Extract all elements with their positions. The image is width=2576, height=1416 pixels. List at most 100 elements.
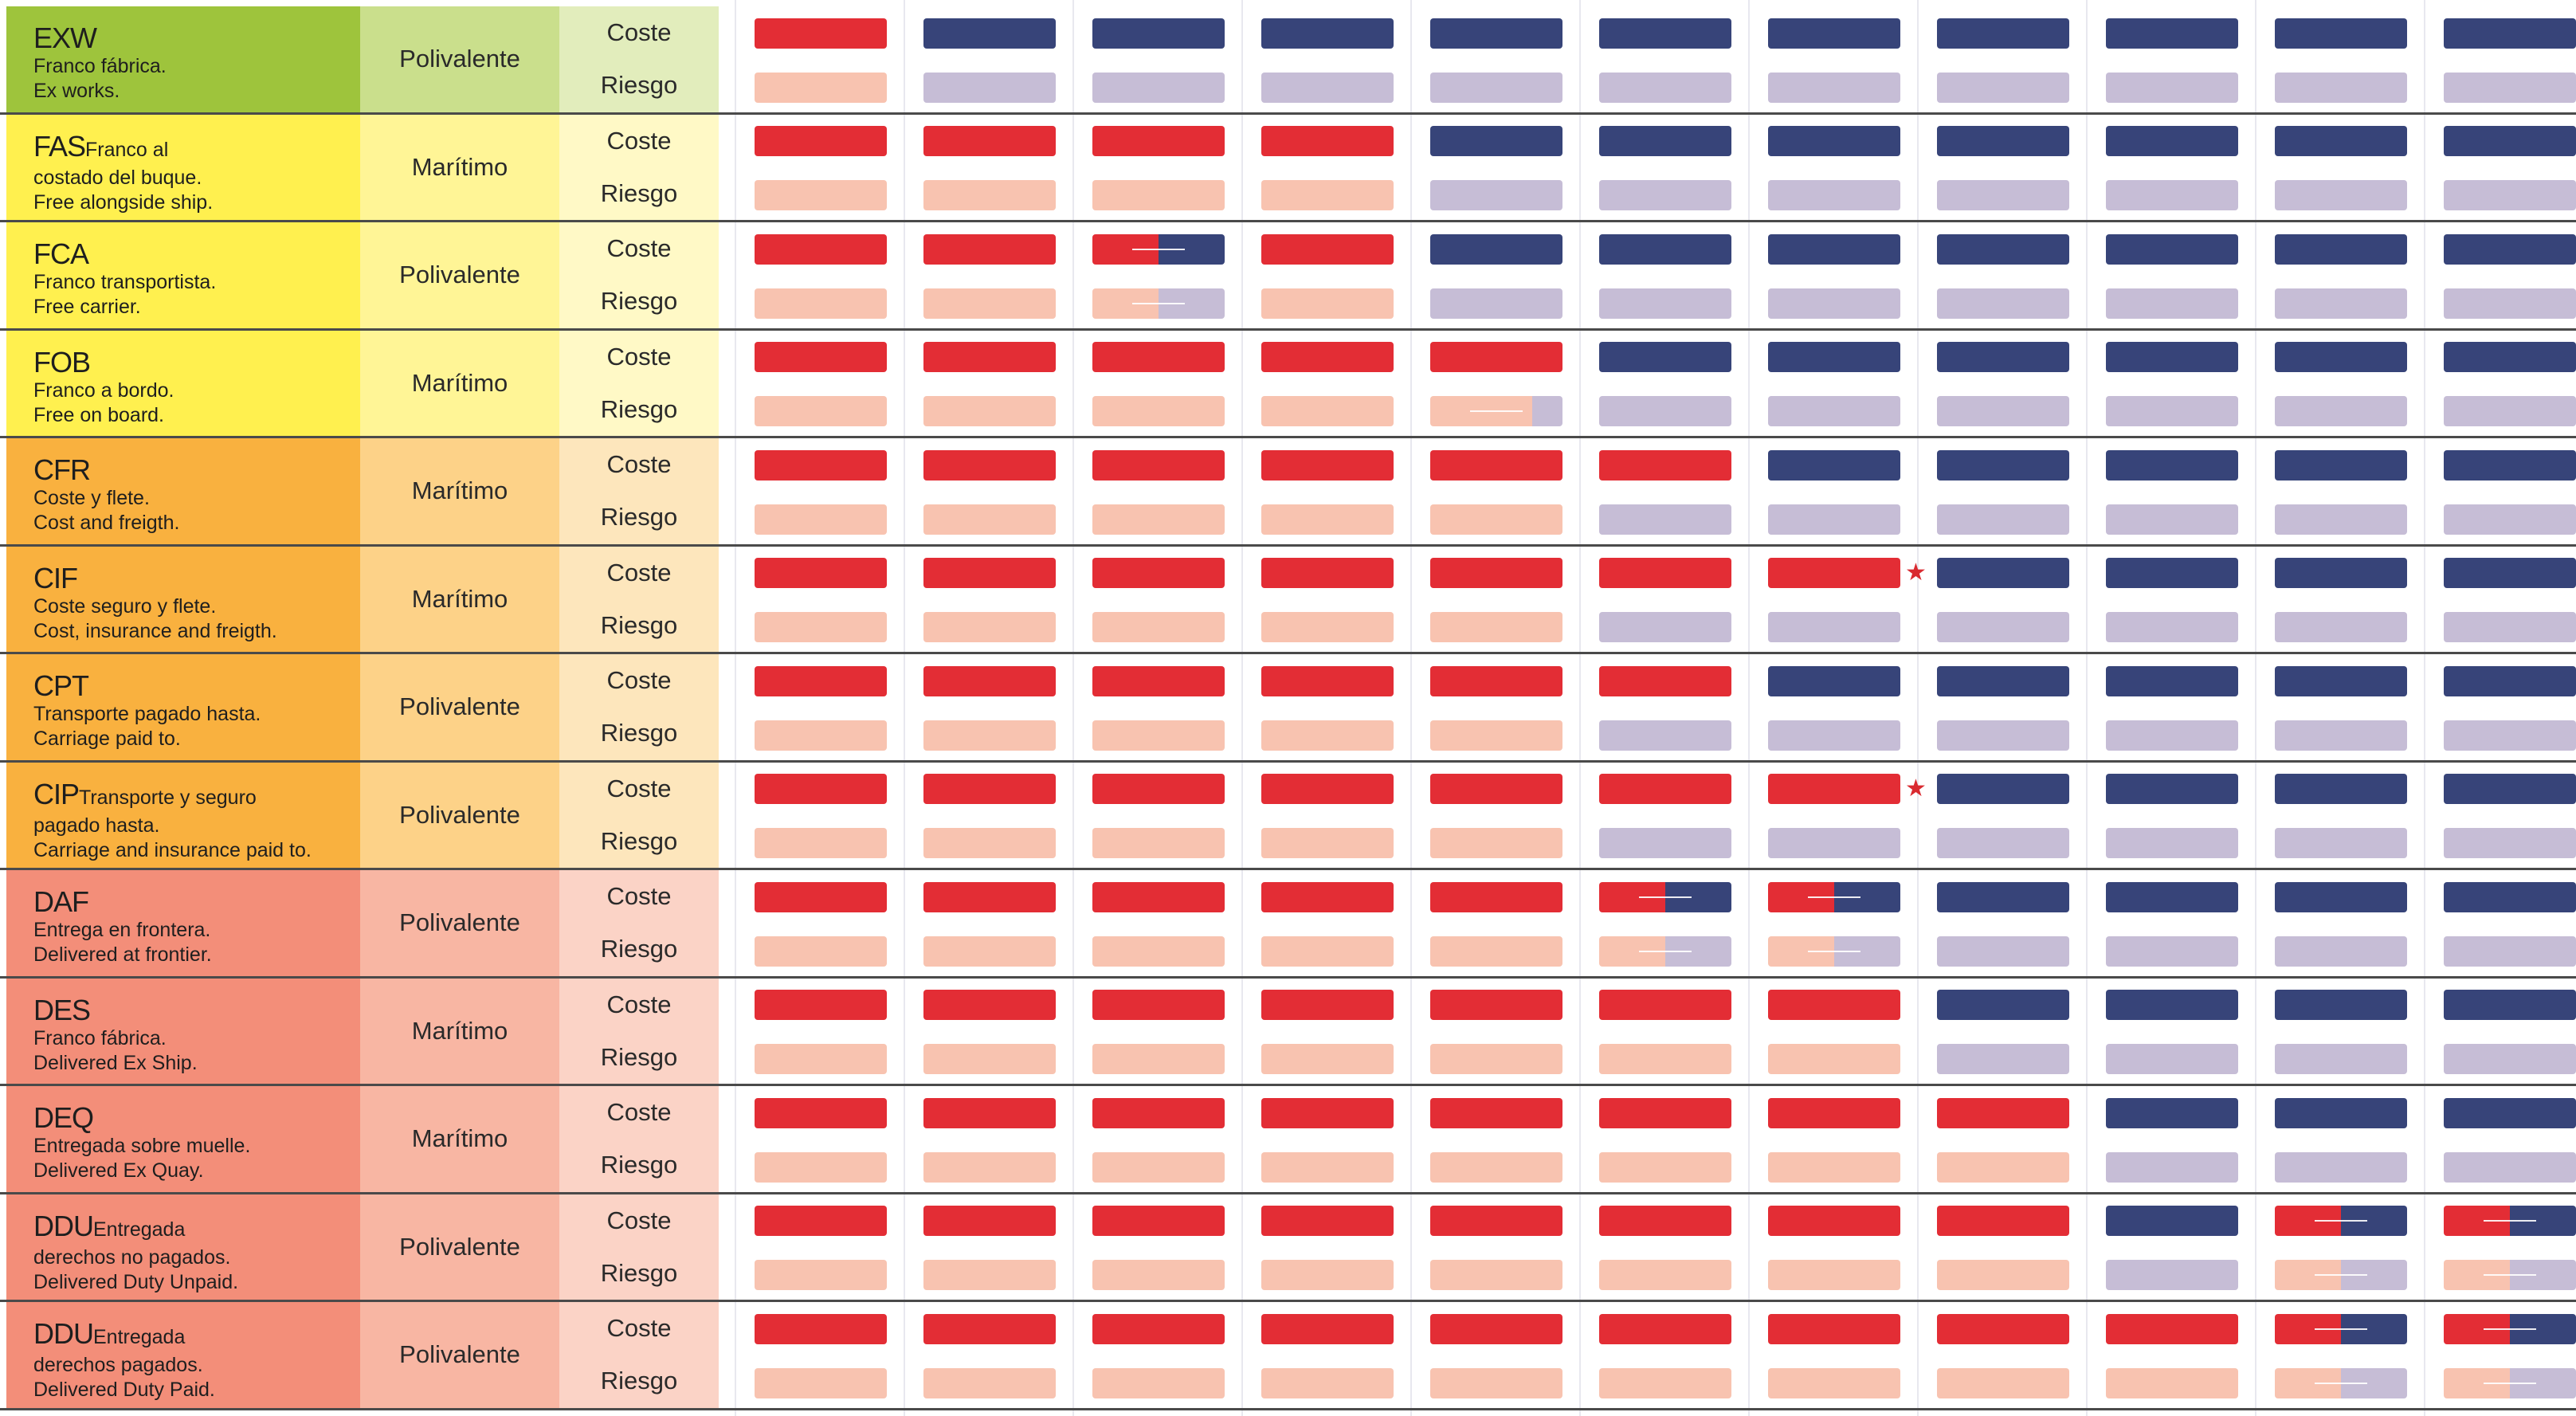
seller-segment xyxy=(755,828,887,859)
buyer-segment xyxy=(2275,288,2407,319)
cost-bar xyxy=(1092,881,1225,912)
term-code-text: DEQ xyxy=(33,1101,94,1134)
seller-segment xyxy=(1430,558,1562,589)
cost-bar xyxy=(2444,449,2576,480)
risk-bar xyxy=(1092,828,1225,859)
cost-bar xyxy=(1937,558,2069,589)
seller-segment xyxy=(755,990,887,1021)
seller-segment xyxy=(1092,612,1225,643)
cost-bar xyxy=(923,18,1056,49)
column-divider xyxy=(1241,0,1243,1416)
seller-segment xyxy=(1261,1151,1394,1183)
risk-bar xyxy=(2444,1044,2576,1075)
seller-segment xyxy=(1599,774,1731,805)
cost-bar xyxy=(755,342,887,373)
seller-segment xyxy=(923,288,1056,319)
cost-label: Coste xyxy=(559,6,719,61)
risk-bar xyxy=(2444,72,2576,103)
seller-segment xyxy=(755,449,887,480)
risk-bar xyxy=(1261,828,1394,859)
cost-bar xyxy=(755,1097,887,1128)
cost-bar xyxy=(1092,449,1225,480)
buyer-segment xyxy=(1937,936,2069,967)
buyer-segment xyxy=(2275,449,2407,480)
split-marker xyxy=(1807,896,1861,898)
cost-label: Coste xyxy=(559,438,719,493)
cost-bar xyxy=(1261,1206,1394,1237)
cost-bar xyxy=(1599,990,1731,1021)
risk-bar xyxy=(2275,1151,2407,1183)
seller-segment xyxy=(755,720,887,751)
seller-segment xyxy=(1092,1260,1225,1291)
risk-bar xyxy=(2275,72,2407,103)
term-row: DES Franco fábrica. Delivered Ex Ship. Marí… xyxy=(0,978,2576,1086)
term-cell: DEQ Entregada sobre muelle. Delivered Ex Q… xyxy=(6,1086,360,1192)
term-description-line: Delivered Duty Paid. xyxy=(33,1379,215,1401)
seller-segment xyxy=(1430,828,1562,859)
risk-bar xyxy=(1092,612,1225,643)
seller-segment xyxy=(1937,1151,2069,1183)
cost-bar xyxy=(1430,1206,1562,1237)
term-code: CIF xyxy=(33,562,360,594)
seller-segment xyxy=(1430,720,1562,751)
transport-mode: Marítimo xyxy=(360,978,559,1084)
cost-bar xyxy=(1599,342,1731,373)
buyer-segment xyxy=(2106,1260,2238,1291)
seller-segment xyxy=(755,180,887,211)
buyer-segment xyxy=(1937,233,2069,265)
risk-bar xyxy=(1261,1044,1394,1075)
cost-bar xyxy=(923,1206,1056,1237)
buyer-segment xyxy=(1599,126,1731,157)
risk-bar xyxy=(1092,1044,1225,1075)
cost-bar xyxy=(2444,774,2576,805)
buyer-segment xyxy=(1430,126,1562,157)
buyer-segment xyxy=(2106,1206,2238,1237)
buyer-segment xyxy=(1937,180,2069,211)
cost-label: Coste xyxy=(559,114,719,169)
seller-segment xyxy=(923,1260,1056,1291)
cost-bar xyxy=(1937,881,2069,912)
risk-bar xyxy=(1092,1367,1225,1398)
term-description-line: Franco fábrica. xyxy=(33,55,167,77)
risk-bar xyxy=(1430,936,1562,967)
seller-segment xyxy=(1430,665,1562,696)
risk-bar xyxy=(2275,504,2407,535)
buyer-segment xyxy=(1768,828,1900,859)
seller-segment xyxy=(755,1097,887,1128)
cost-bar xyxy=(1599,126,1731,157)
risk-bar xyxy=(1430,288,1562,319)
seller-segment xyxy=(1599,449,1731,480)
cost-label: Coste xyxy=(559,222,719,277)
seller-segment xyxy=(1599,665,1731,696)
risk-bar xyxy=(1092,1151,1225,1183)
seller-segment xyxy=(1092,180,1225,211)
term-code: DES xyxy=(33,994,360,1026)
cost-bar xyxy=(1261,126,1394,157)
buyer-segment xyxy=(2106,72,2238,103)
column-divider xyxy=(1072,0,1074,1416)
cost-bar xyxy=(1261,774,1394,805)
cost-bar xyxy=(2444,342,2576,373)
cost-bar xyxy=(923,1313,1056,1344)
cost-bar xyxy=(1937,774,2069,805)
term-description-line: Entregada sobre muelle. xyxy=(33,1135,251,1157)
buyer-segment xyxy=(2444,936,2576,967)
risk-bar xyxy=(1599,612,1731,643)
risk-bar xyxy=(1599,396,1731,427)
term-description-line: Delivered Ex Ship. xyxy=(33,1051,198,1074)
cost-bar xyxy=(1937,1097,2069,1128)
risk-bar xyxy=(755,72,887,103)
term-cell: DAF Entrega en frontera. Delivered at fron… xyxy=(6,870,360,976)
cost-bar xyxy=(923,342,1056,373)
seller-segment xyxy=(755,1151,887,1183)
seller-segment xyxy=(923,1044,1056,1075)
risk-bar xyxy=(923,1044,1056,1075)
seller-segment xyxy=(1261,1313,1394,1344)
seller-segment xyxy=(1092,396,1225,427)
seller-segment xyxy=(1261,558,1394,589)
cost-bar xyxy=(2106,990,2238,1021)
cost-label: Coste xyxy=(559,654,719,709)
buyer-segment xyxy=(1768,342,1900,373)
risk-bar xyxy=(2106,720,2238,751)
term-row: DDUEntregada derechos no pagados. Delivere… xyxy=(0,1194,2576,1302)
